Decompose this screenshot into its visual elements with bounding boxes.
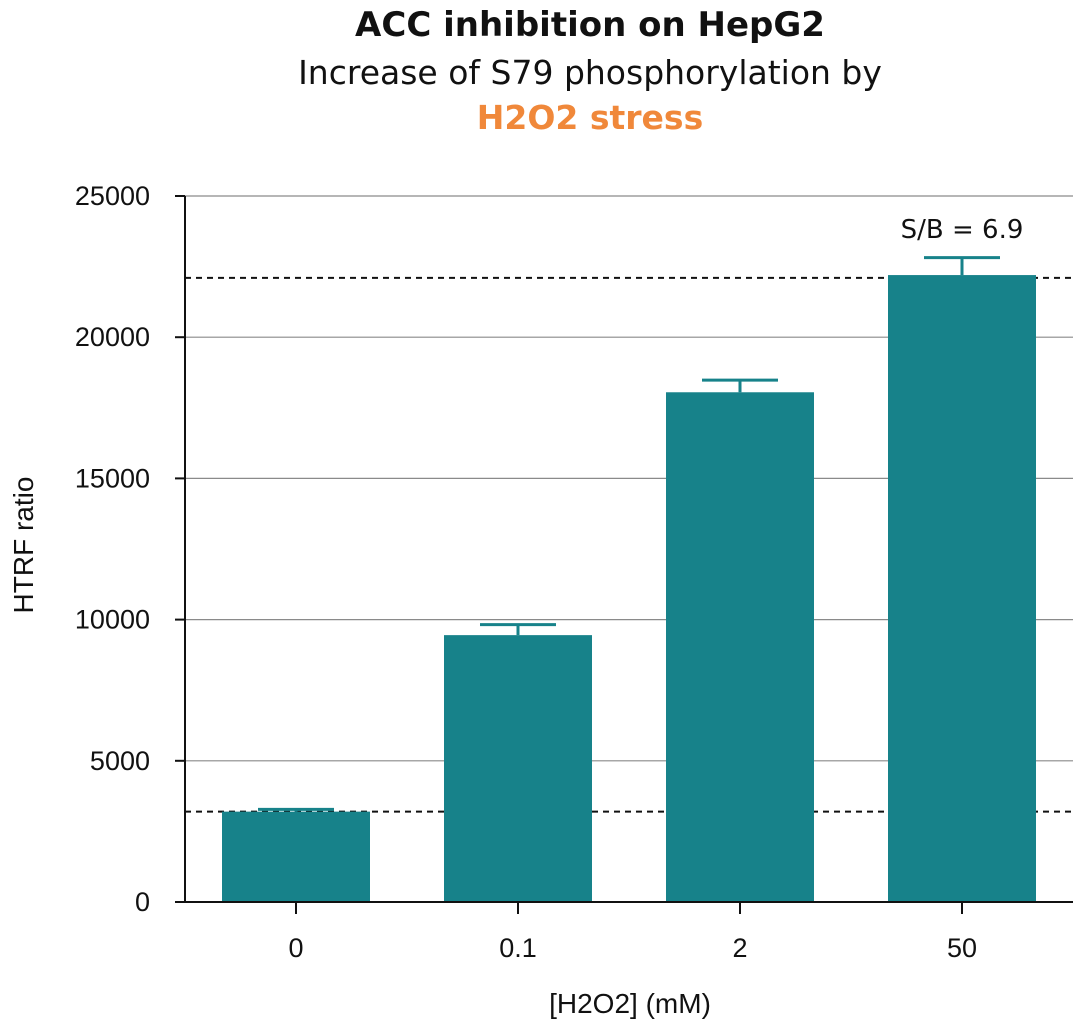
bar <box>222 811 370 902</box>
signal-background-annotation: S/B = 6.9 <box>901 215 1024 245</box>
y-axis-title: HTRF ratio <box>8 477 39 614</box>
y-tick-label: 10000 <box>75 605 150 635</box>
x-tick-label: 0.1 <box>499 933 537 963</box>
x-tick-label: 2 <box>732 933 747 963</box>
y-tick-label: 0 <box>135 887 150 917</box>
error-bars <box>258 256 1000 812</box>
bars <box>222 275 1036 902</box>
chart-subtitle: Increase of S79 phosphorylation by <box>298 53 882 92</box>
chart-subtitle-highlight: H2O2 stress <box>476 98 704 137</box>
y-tick-label: 20000 <box>75 322 150 352</box>
bar <box>888 275 1036 902</box>
axes <box>175 195 1073 914</box>
x-axis-title: [H2O2] (mM) <box>549 988 711 1019</box>
x-tick-label: 50 <box>947 933 977 963</box>
y-tick-label: 15000 <box>75 463 150 493</box>
bar <box>666 392 814 902</box>
x-tick-label: 0 <box>288 933 303 963</box>
bar <box>444 635 592 902</box>
tick-labels: 0 5000 10000 15000 20000 25000 0 0.1 2 50 <box>75 181 977 963</box>
chart-title: ACC inhibition on HepG2 <box>355 5 825 45</box>
y-tick-label: 25000 <box>75 181 150 211</box>
y-tick-label: 5000 <box>90 746 150 776</box>
